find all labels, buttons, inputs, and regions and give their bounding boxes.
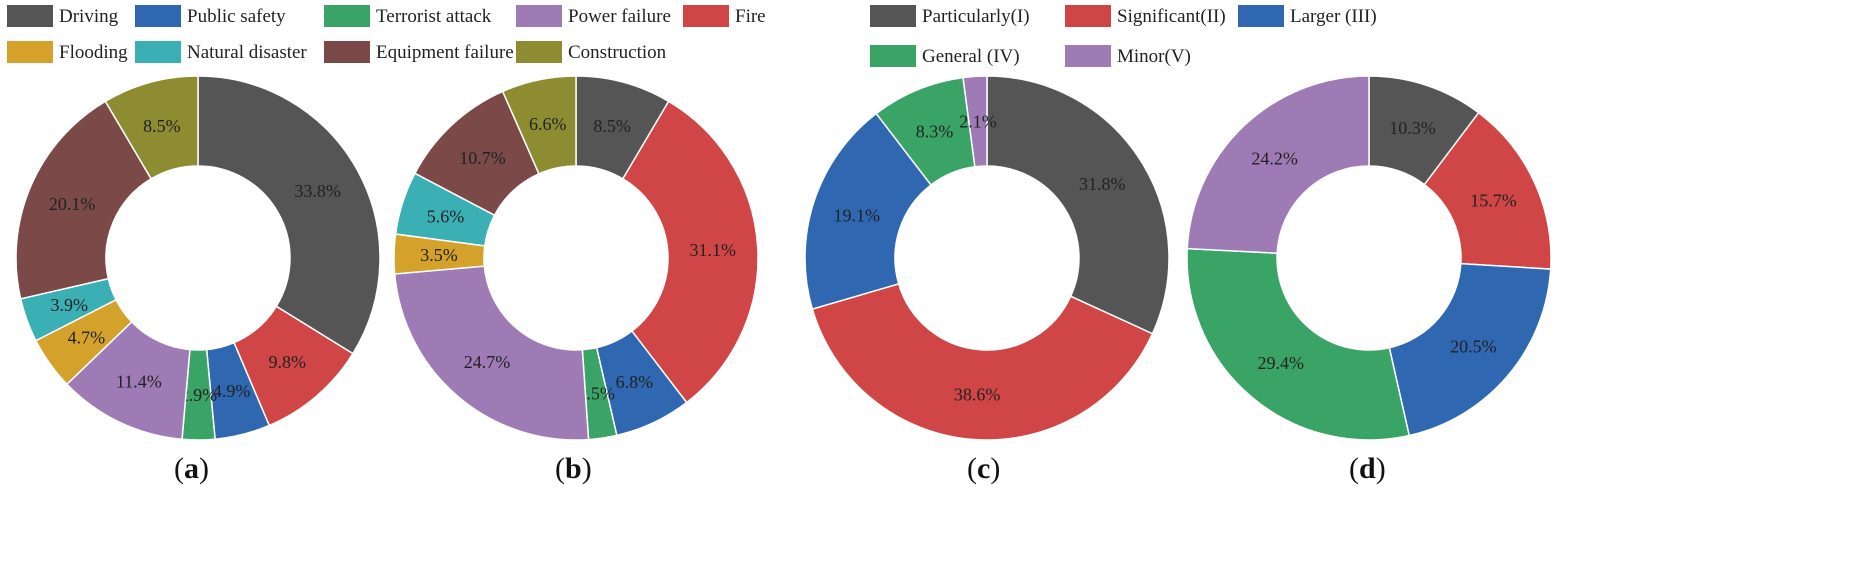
panel-label-c: (c) <box>967 452 1000 485</box>
slice-label-driving: 8.5% <box>593 116 631 136</box>
donut-layer: 33.8%9.8%4.9%2.9%11.4%4.7%3.9%20.1%8.5% 8… <box>15 75 1552 441</box>
legend-label: Larger (III) <box>1290 6 1377 27</box>
legend-item-general-iv: General (IV) <box>870 45 1020 67</box>
legend-item-minor-v: Minor(V) <box>1065 45 1191 67</box>
legend-label: Particularly(I) <box>922 6 1030 27</box>
legend-label: General (IV) <box>922 46 1020 67</box>
slice-label-terrorist-attack: 2.5% <box>577 384 615 404</box>
panel-letter: d <box>1359 452 1376 485</box>
slice-label-construction: 6.6% <box>529 114 567 134</box>
legend-layer: Driving Public safety Terrorist attack Powe… <box>7 5 1377 67</box>
donut-chart-a: 33.8% 9.8% 4.9%2.9% 11.4% 4.7% 3.9% 20.1% 8.5% <box>15 75 381 441</box>
slice-label-natural-disaster: 5.6% <box>427 206 465 226</box>
legend-swatch <box>516 5 562 27</box>
slice-larger-iii <box>1388 262 1552 437</box>
slice-label-public-safety: 4.9% <box>213 381 251 401</box>
legend-label: Natural disaster <box>187 42 307 63</box>
slice-label-larger-iii: 20.5% <box>1450 337 1497 357</box>
slice-label-driving: 33.8% <box>294 181 341 201</box>
slice-label-minor-v: 24.2% <box>1251 149 1298 169</box>
legend-item-terrorist-attack: Terrorist attack <box>324 5 492 27</box>
legend-label: Terrorist attack <box>376 6 492 27</box>
slice-label-terrorist-attack: 2.9% <box>180 385 218 405</box>
slice-construction <box>501 75 577 175</box>
legend-item-driving: Driving <box>7 5 119 27</box>
legend-label: Significant(II) <box>1117 6 1226 27</box>
slice-minor-v <box>1186 75 1370 255</box>
slice-label-natural-disaster: 3.9% <box>50 295 88 315</box>
slice-label-power-failure: 24.7% <box>464 352 511 372</box>
legend-label: Driving <box>59 6 119 27</box>
panel-label-a: (a) <box>174 452 209 485</box>
slice-label-public-safety: 6.8% <box>616 372 654 392</box>
slice-particularly-i <box>986 75 1170 335</box>
donut-chart-d: 10.3% 15.7% 20.5% 29.4% 24.2% <box>1186 75 1552 441</box>
legend-item-equipment-failure: Equipment failure <box>324 41 514 63</box>
panel-letter: a <box>184 452 199 485</box>
legend-item-significant-ii: Significant(II) <box>1065 5 1226 27</box>
legend-item-construction: Construction <box>516 41 667 63</box>
slice-label-flooding: 3.5% <box>420 245 458 265</box>
legend-label: Flooding <box>59 42 128 63</box>
legend-swatch <box>870 45 916 67</box>
slice-fire <box>621 100 759 404</box>
legend-item-fire: Fire <box>683 5 766 27</box>
legend-swatch <box>324 5 370 27</box>
legend-label: Fire <box>735 6 766 27</box>
legend-swatch <box>135 5 181 27</box>
legend-swatch <box>683 5 729 27</box>
legend-label: Equipment failure <box>376 42 514 63</box>
slice-label-minor-v: 2.1% <box>959 111 997 131</box>
slice-label-power-failure: 11.4% <box>116 372 162 392</box>
slice-general-iv <box>1186 247 1411 441</box>
slice-construction <box>104 75 199 180</box>
legend-item-natural-disaster: Natural disaster <box>135 41 307 63</box>
slice-label-equipment-failure: 10.7% <box>459 148 506 168</box>
legend-swatch <box>516 41 562 63</box>
legend-item-power-failure: Power failure <box>516 5 671 27</box>
panel-letter: c <box>977 452 990 485</box>
slice-label-fire: 9.8% <box>269 352 307 372</box>
slice-label-particularly-i: 10.3% <box>1389 118 1436 138</box>
legend-item-flooding: Flooding <box>7 41 128 63</box>
slice-label-flooding: 4.7% <box>68 327 106 347</box>
slice-label-equipment-failure: 20.1% <box>49 194 96 214</box>
legend-label: Construction <box>568 42 667 63</box>
legend-swatch <box>1065 5 1111 27</box>
slice-significant-ii <box>811 282 1154 441</box>
slice-equipment-failure <box>15 100 153 300</box>
slice-label-general-iv: 29.4% <box>1258 353 1305 373</box>
legend-swatch <box>135 41 181 63</box>
legend-swatch <box>324 41 370 63</box>
donut-chart-c: 31.8% 38.6% 19.1% 8.3%2.1% <box>804 75 1170 441</box>
legend-swatch <box>7 5 53 27</box>
slice-label-general-iv: 8.3% <box>916 121 954 141</box>
slice-power-failure <box>393 265 590 441</box>
slice-label-fire: 31.1% <box>690 240 737 260</box>
slice-minor-v <box>962 75 988 168</box>
donut-chart-b: 8.5% 31.1% 6.8%2.5% 24.7% 3.5% 5.6% 10.7% 6.6% <box>393 75 759 441</box>
slice-label-significant-ii: 38.6% <box>954 385 1001 405</box>
legend-item-public-safety: Public safety <box>135 5 286 27</box>
legend-label: Power failure <box>568 6 671 27</box>
panel-label-layer: (a) (b) (c) (d) <box>174 452 1386 485</box>
slice-label-larger-iii: 19.1% <box>834 205 881 225</box>
legend-label: Public safety <box>187 6 286 27</box>
legend-swatch <box>870 5 916 27</box>
slice-label-particularly-i: 31.8% <box>1079 174 1126 194</box>
slice-label-construction: 8.5% <box>143 116 181 136</box>
panel-label-b: (b) <box>555 452 592 485</box>
slice-driving <box>197 75 381 355</box>
panel-letter: b <box>565 452 582 485</box>
legend-swatch <box>1238 5 1284 27</box>
legend-label: Minor(V) <box>1117 46 1191 67</box>
legend-swatch <box>1065 45 1111 67</box>
legend-swatch <box>7 41 53 63</box>
panel-label-d: (d) <box>1349 452 1386 485</box>
slice-larger-iii <box>804 112 933 311</box>
legend-item-larger-iii: Larger (III) <box>1238 5 1377 27</box>
legend-item-particularly-i: Particularly(I) <box>870 5 1030 27</box>
slice-label-significant-ii: 15.7% <box>1470 191 1517 211</box>
